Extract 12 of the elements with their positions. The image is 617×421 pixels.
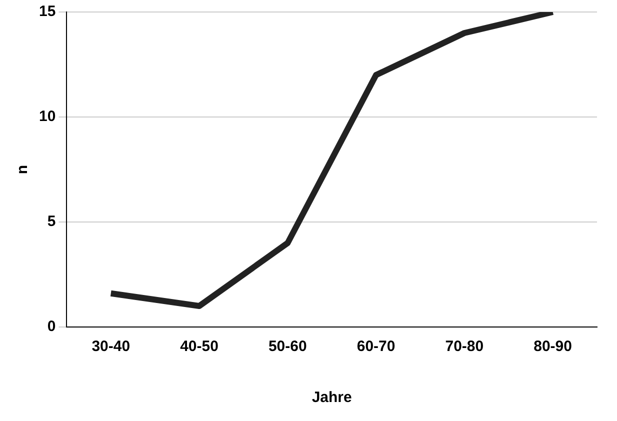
x-tick-label: 70-80	[445, 338, 484, 356]
y-tick-label: 0	[47, 318, 56, 336]
x-tick-label: 60-70	[356, 338, 396, 356]
x-tick-label: 30-40	[92, 338, 130, 356]
x-tick-label: 50-60	[268, 338, 307, 356]
y-tick-label: 5	[47, 213, 56, 230]
y-tick-label: 15	[38, 3, 56, 20]
y-tick-label: 10	[38, 108, 56, 126]
x-axis-title: Jahre	[312, 389, 352, 406]
x-tick-label: 80-90	[534, 338, 572, 356]
y-axis-title: n	[14, 164, 32, 174]
x-tick-label: 40-50	[180, 338, 218, 356]
